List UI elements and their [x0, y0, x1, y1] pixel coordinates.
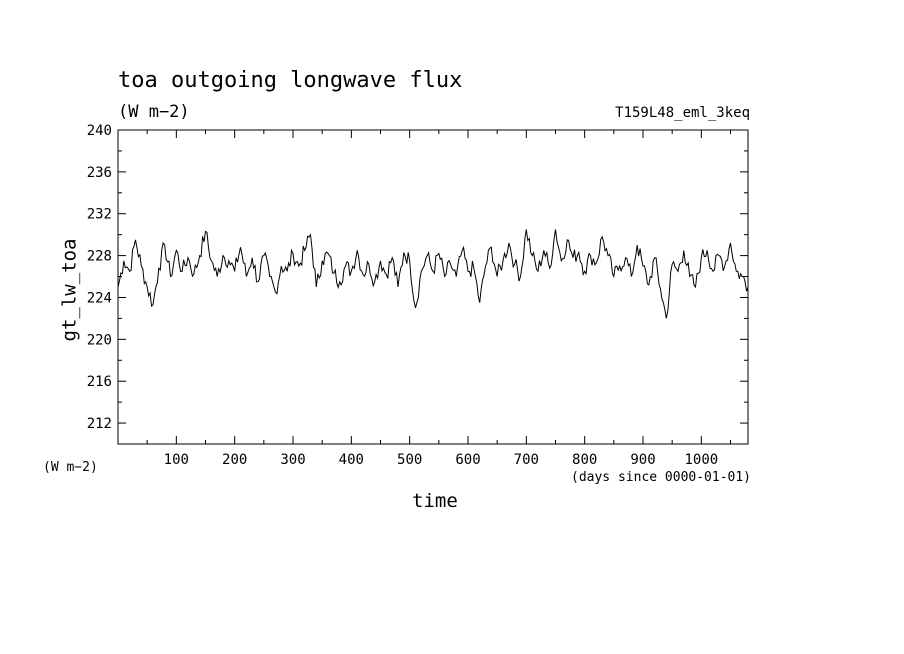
- tick-labels: 100 200 300 400 500 600 700 800 900 1000 212 216 220…: [87, 123, 718, 468]
- y-tick-label: 236: [87, 165, 112, 181]
- plot-frame: [117, 129, 749, 445]
- y-tick-label: 228: [87, 249, 112, 265]
- series-line: [117, 229, 749, 319]
- x-tick-label: 600: [455, 452, 480, 468]
- x-tick-label: 1000: [684, 452, 718, 468]
- chart-title: toa outgoing longwave flux: [118, 68, 463, 93]
- x-axis-label: time: [412, 490, 458, 512]
- y-tick-label: 212: [87, 416, 112, 432]
- x-tick-label: 400: [339, 452, 364, 468]
- y-tick-label: 224: [87, 290, 112, 306]
- y-tick-label: 220: [87, 332, 112, 348]
- run-name: T159L48_eml_3keq: [615, 105, 750, 121]
- x-tick-label: 900: [630, 452, 655, 468]
- x-tick-label: 700: [514, 452, 539, 468]
- y-tick-label: 240: [87, 123, 112, 139]
- x-units-note: (days since 0000-01-01): [571, 470, 752, 485]
- chart-units: (W m−2): [118, 102, 190, 122]
- y-units-note: (W m−2): [43, 460, 98, 475]
- y-tick-label: 216: [87, 374, 112, 390]
- axis-ticks: [118, 130, 748, 444]
- x-tick-label: 100: [164, 452, 189, 468]
- x-tick-label: 500: [397, 452, 422, 468]
- y-tick-label: 232: [87, 207, 112, 223]
- x-tick-label: 800: [572, 452, 597, 468]
- x-tick-label: 200: [222, 452, 247, 468]
- x-tick-label: 300: [280, 452, 305, 468]
